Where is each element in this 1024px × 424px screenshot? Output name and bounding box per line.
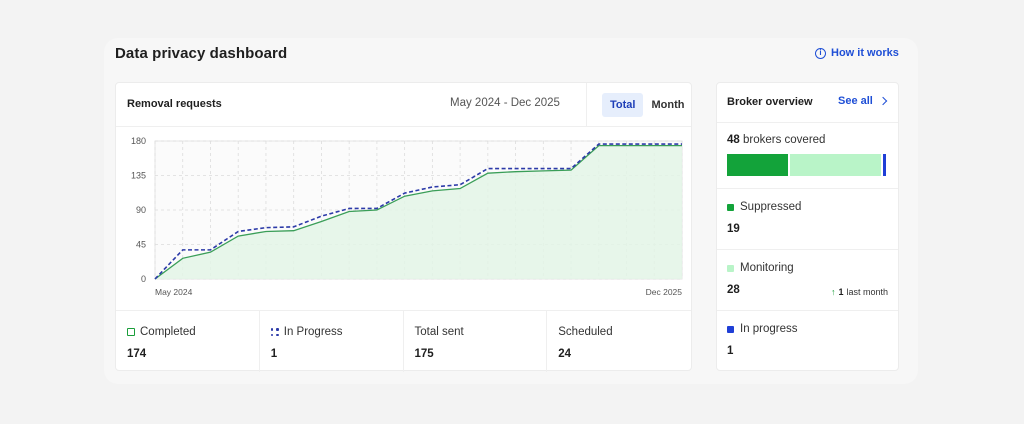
chevron-right-icon (878, 96, 888, 106)
how-it-works-link[interactable]: i How it works (815, 47, 899, 59)
stat-label: In Progress (283, 326, 343, 338)
y-tick-label: 45 (136, 240, 146, 250)
stat-label: Total sent (414, 326, 464, 338)
row-value: 19 (727, 223, 740, 235)
broker-overview-panel: Broker overview See all 48 brokers cover… (716, 82, 899, 371)
in-progress-swatch (727, 325, 734, 333)
tab-total[interactable]: Total (602, 93, 644, 117)
row-value: 28 (727, 284, 740, 296)
monitoring-delta: ↑ 1 last month (831, 287, 888, 297)
removal-chart: 180 135 90 45 0 May 2024 Dec 2025 (116, 128, 693, 306)
row-suppressed: Suppressed 19 (717, 189, 898, 250)
row-monitoring: Monitoring 28 ↑ 1 last month (717, 250, 898, 311)
stat-in-progress: In Progress 1 (260, 311, 404, 372)
in-progress-line (154, 143, 682, 280)
y-tick-label: 0 (141, 274, 146, 284)
see-all-label: See all (838, 95, 873, 107)
broker-bar-monitoring (790, 154, 881, 176)
removal-header: Removal requests May 2024 - Dec 2025 Tot… (116, 83, 691, 127)
row-value: 1 (727, 345, 734, 357)
stat-value: 175 (414, 348, 434, 360)
brokers-text: brokers covered (739, 134, 826, 146)
monitoring-swatch (727, 264, 734, 272)
stat-value: 24 (558, 348, 572, 360)
completed-line (154, 144, 682, 280)
removal-title: Removal requests (127, 98, 222, 110)
y-tick-label: 135 (131, 171, 146, 181)
page-title: Data privacy dashboard (115, 45, 288, 62)
broker-title: Broker overview (727, 96, 813, 108)
row-label: In progress (740, 323, 798, 335)
stat-completed: Completed 174 (116, 311, 260, 372)
view-toggle: Total Month (586, 83, 693, 126)
see-all-link[interactable]: See all (838, 95, 888, 107)
info-icon: i (815, 47, 826, 59)
date-range: May 2024 - Dec 2025 (450, 97, 560, 109)
brokers-count: 48 (727, 134, 740, 146)
row-in-progress: In progress 1 (717, 311, 898, 372)
broker-bar-suppressed (727, 154, 788, 176)
broker-bar-in-progress (883, 154, 886, 176)
stat-value: 1 (270, 348, 278, 360)
stat-label: Scheduled (558, 326, 613, 338)
x-tick-label-start: May 2024 (155, 287, 193, 297)
stats-row: Completed 174 In Progress 1 Total sent 1… (116, 310, 691, 372)
removal-requests-panel: Removal requests May 2024 - Dec 2025 Tot… (115, 82, 693, 372)
y-tick-label: 90 (136, 205, 146, 215)
completed-legend-icon (127, 328, 135, 336)
delta-text: last month (846, 287, 888, 297)
broker-stacked-bar (727, 154, 886, 176)
stat-scheduled: Scheduled 24 (547, 311, 691, 372)
in-progress-legend-icon (270, 328, 279, 336)
delta-value: 1 (838, 287, 844, 297)
removal-chart-svg: 180 135 90 45 0 May 2024 Dec 2025 (131, 136, 683, 297)
stat-total-sent: Total sent 175 (404, 311, 548, 372)
tab-month[interactable]: Month (651, 99, 685, 111)
completed-area (155, 145, 682, 279)
brokers-covered: 48 brokers covered (717, 123, 898, 189)
broker-header: Broker overview See all (717, 83, 898, 123)
row-label: Suppressed (740, 201, 802, 213)
x-tick-label-end: Dec 2025 (646, 287, 683, 297)
stat-value: 174 (127, 348, 147, 360)
stat-label: Completed (140, 326, 196, 338)
row-label: Monitoring (740, 262, 794, 274)
arrow-up-icon: ↑ (830, 287, 836, 297)
suppressed-swatch (727, 203, 734, 211)
how-it-works-label: How it works (831, 47, 899, 59)
y-tick-label: 180 (131, 136, 146, 146)
